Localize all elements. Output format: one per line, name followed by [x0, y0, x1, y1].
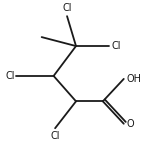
- Text: Cl: Cl: [5, 71, 15, 81]
- Text: Cl: Cl: [62, 3, 72, 13]
- Text: Cl: Cl: [112, 41, 121, 51]
- Text: OH: OH: [127, 74, 142, 84]
- Text: O: O: [127, 119, 134, 129]
- Text: Cl: Cl: [50, 131, 60, 141]
